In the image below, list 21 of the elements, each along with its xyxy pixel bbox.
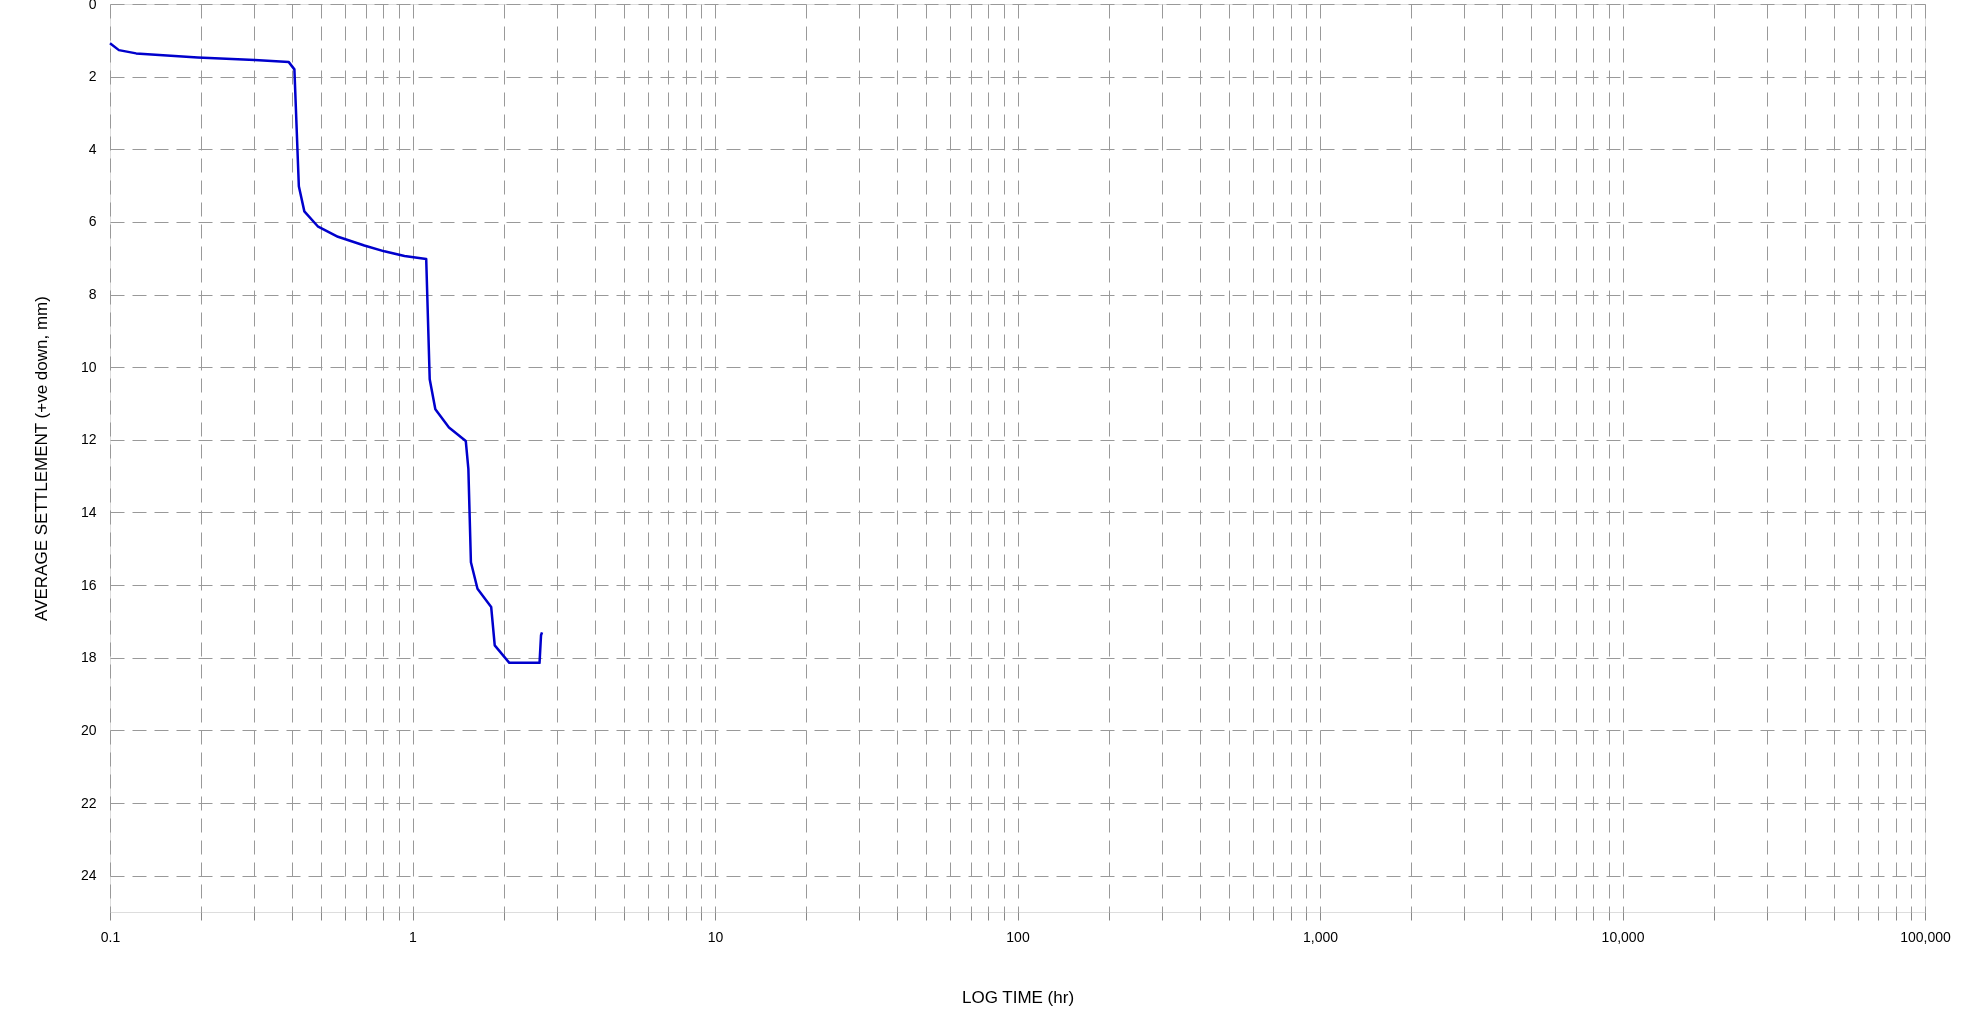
y-tick-label: 16 bbox=[80, 576, 97, 593]
y-tick-label: 24 bbox=[80, 867, 97, 884]
y-tick-label: 18 bbox=[80, 649, 97, 666]
y-axis-title: AVERAGE SETTLEMENT (+ve down, mm) bbox=[31, 296, 51, 621]
x-tick-label: 100 bbox=[1006, 928, 1030, 945]
y-tick-label: 6 bbox=[88, 213, 97, 230]
x-tick-label: 10 bbox=[707, 928, 724, 945]
x-tick-label: 1 bbox=[409, 928, 418, 945]
y-tick-label: 2 bbox=[88, 68, 97, 85]
x-tick-label: 10,000 bbox=[1601, 928, 1645, 945]
y-tick-label: 4 bbox=[88, 140, 97, 157]
y-tick-label: 12 bbox=[80, 431, 97, 448]
y-tick-label: 20 bbox=[80, 721, 97, 738]
y-tick-label: 22 bbox=[80, 794, 97, 811]
y-tick-label: 14 bbox=[80, 503, 97, 520]
x-axis-title: LOG TIME (hr) bbox=[961, 987, 1075, 1007]
y-tick-label: 10 bbox=[80, 358, 97, 375]
x-tick-label: 0.1 bbox=[100, 928, 121, 945]
y-tick-label: 8 bbox=[88, 286, 97, 303]
x-tick-label: 1,000 bbox=[1302, 928, 1339, 945]
x-tick-label: 100,000 bbox=[1900, 928, 1952, 945]
